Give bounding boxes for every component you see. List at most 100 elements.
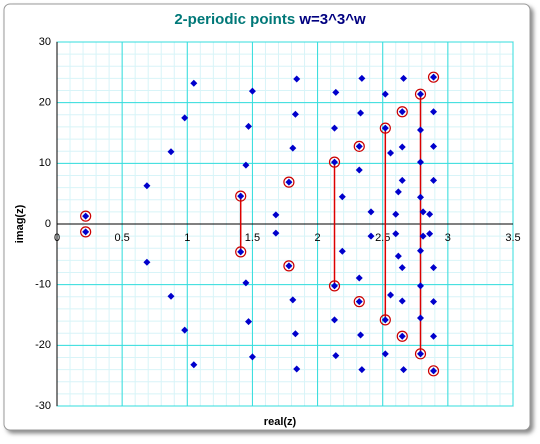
point [355, 298, 363, 306]
point [357, 109, 365, 117]
periodic-point [283, 260, 295, 272]
periodic-point [427, 71, 440, 83]
point [143, 258, 151, 266]
point [289, 144, 297, 152]
y-axis-label: imag(z) [14, 204, 26, 243]
periodic-point [328, 280, 341, 292]
x-tick-label: 1 [184, 232, 190, 244]
point [387, 149, 395, 157]
periodic-point [396, 106, 408, 118]
point [285, 262, 293, 270]
point [293, 75, 301, 83]
point [416, 158, 424, 166]
point [332, 88, 340, 96]
point [381, 124, 389, 132]
point [167, 148, 175, 156]
point [419, 208, 427, 216]
periodic-point [283, 176, 295, 188]
point [332, 352, 340, 360]
x-tick-label: 2.5 [375, 232, 390, 244]
point [293, 365, 301, 373]
periodic-point [235, 246, 247, 258]
point [181, 114, 189, 122]
point [400, 74, 408, 82]
point [394, 188, 402, 196]
point [331, 124, 339, 132]
x-axis-label: real(z) [264, 416, 297, 428]
point [430, 142, 438, 150]
point [398, 264, 406, 272]
point [338, 193, 346, 201]
point [358, 366, 366, 374]
periodic-point [80, 210, 92, 222]
point [190, 361, 198, 369]
point [416, 282, 424, 290]
y-tick-label: 20 [39, 97, 51, 109]
point [430, 176, 438, 184]
point [392, 210, 400, 218]
point [248, 87, 256, 95]
x-tick-label: 3.5 [505, 232, 520, 244]
periodic-point [80, 226, 92, 238]
point [245, 122, 253, 130]
point [426, 230, 434, 238]
point [381, 350, 389, 358]
point [82, 212, 90, 220]
point [398, 108, 406, 116]
point [430, 332, 438, 340]
point [291, 330, 299, 338]
point [357, 331, 365, 339]
point [242, 279, 250, 287]
point [400, 366, 408, 374]
point [426, 210, 434, 218]
point [143, 182, 151, 190]
periodic-point [235, 190, 247, 202]
point [387, 291, 395, 299]
point [331, 316, 339, 324]
point [272, 229, 280, 237]
point [82, 228, 90, 236]
periodic-point [396, 330, 408, 342]
point [338, 247, 346, 255]
periodic-point [353, 296, 365, 308]
point [381, 316, 389, 324]
x-tick-label: 1.5 [245, 232, 260, 244]
point [331, 282, 339, 290]
point [394, 252, 402, 260]
point [416, 247, 424, 255]
y-tick-label: -30 [35, 400, 51, 412]
periodic-point [414, 348, 427, 360]
point [367, 232, 375, 240]
point [419, 232, 427, 240]
y-tick-label: -10 [35, 279, 51, 291]
periodic-point [379, 314, 391, 326]
point [355, 142, 363, 150]
point [416, 90, 424, 98]
point [381, 90, 389, 98]
chart-title: 2-periodic points w=3^3^w [174, 11, 366, 28]
x-tick-label: 2 [315, 232, 321, 244]
point [398, 297, 406, 305]
point [392, 230, 400, 238]
point [291, 110, 299, 118]
point [416, 126, 424, 134]
point [358, 74, 366, 82]
point [355, 274, 363, 282]
point [398, 143, 406, 151]
point [430, 108, 438, 116]
point [398, 176, 406, 184]
periodic-point [353, 140, 365, 152]
point [430, 367, 438, 375]
periodic-point [414, 88, 427, 100]
y-tick-label: 30 [39, 36, 51, 48]
point [355, 166, 363, 174]
x-tick-label: 3 [445, 232, 451, 244]
point [289, 296, 297, 304]
point [245, 318, 253, 326]
point [242, 161, 250, 169]
point [237, 192, 245, 200]
point [331, 158, 339, 166]
point [416, 193, 424, 201]
point [181, 326, 189, 334]
